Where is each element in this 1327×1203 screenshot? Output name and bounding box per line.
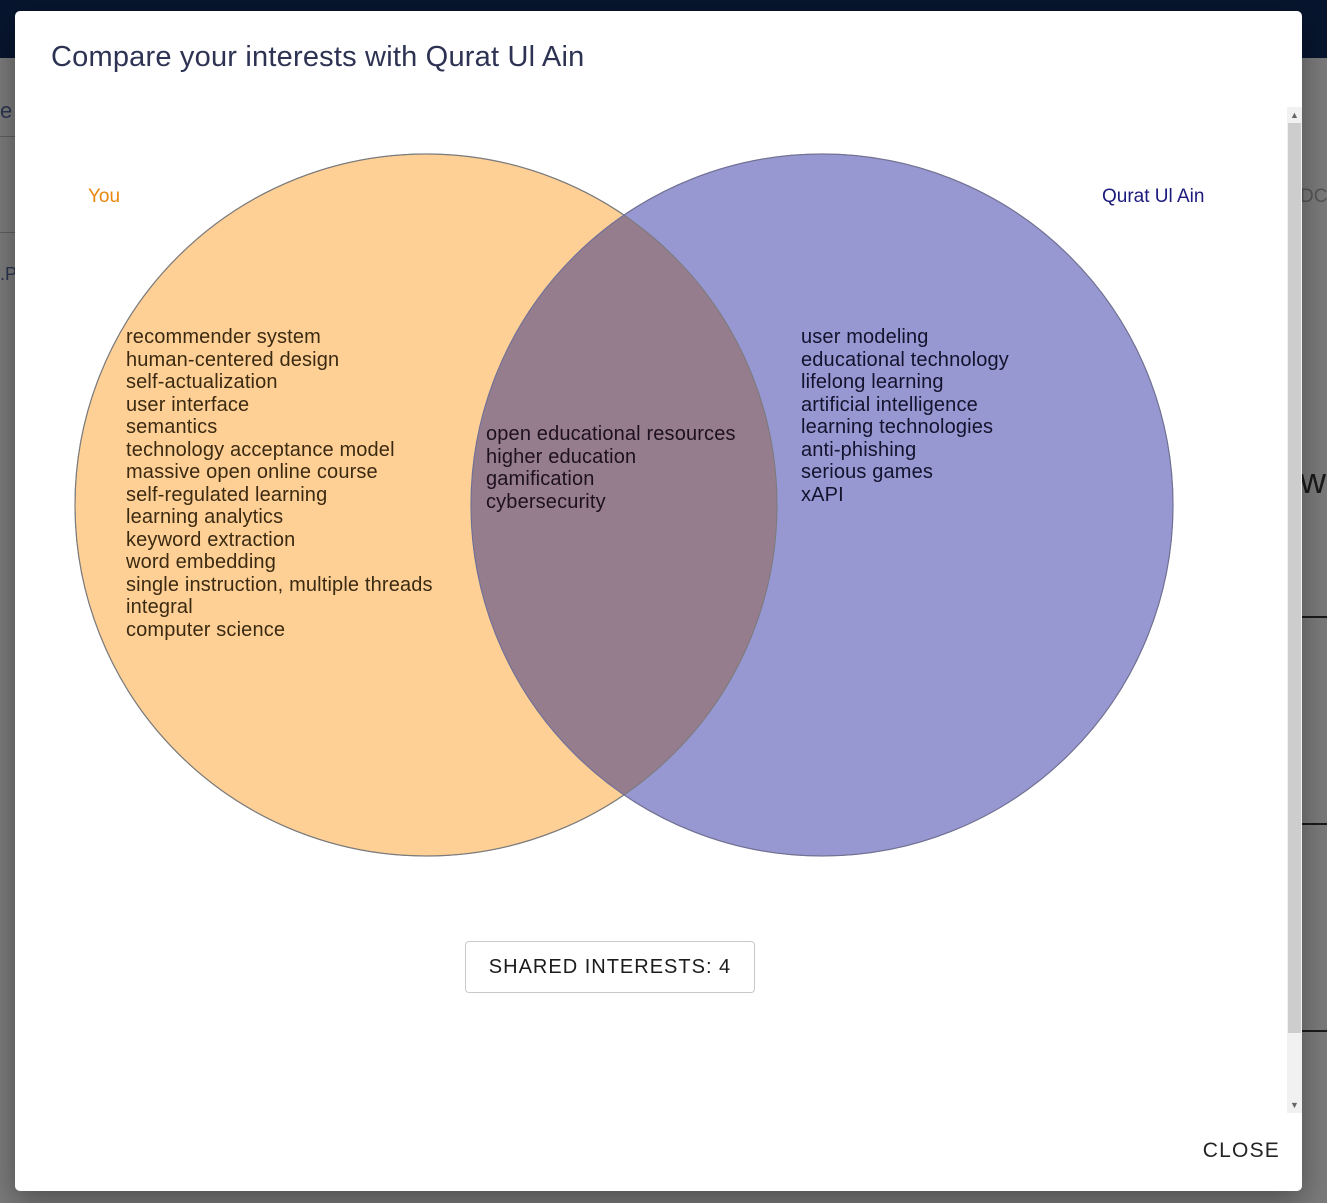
- background-text-fragment: e: [0, 98, 13, 123]
- background-text-fragment: wh: [1300, 460, 1327, 501]
- venn-label-you: You: [88, 186, 121, 207]
- close-button[interactable]: CLOSE: [1190, 1133, 1280, 1169]
- dialog-title: Compare your interests with Qurat Ul Ain: [51, 41, 585, 73]
- scroll-up-arrow-icon[interactable]: ▲: [1290, 110, 1299, 120]
- dialog-content: You Qurat Ul Ain recommender system human…: [15, 107, 1287, 1113]
- interest-term: self-regulated learning: [126, 483, 328, 506]
- interest-term: artificial intelligence: [801, 393, 978, 416]
- other-only-interests-list: user modeling educational technology lifel…: [801, 326, 1009, 506]
- venn-diagram: [74, 153, 1174, 857]
- venn-circle-other-outline: [470, 153, 1174, 857]
- interest-term: integral: [126, 596, 193, 618]
- shared-interests-list: open educational resources higher educati…: [486, 423, 736, 513]
- interest-term: single instruction, multiple threads: [126, 573, 433, 596]
- background-text-fragment: .P: [0, 264, 18, 284]
- interest-term: cybersecurity: [486, 490, 606, 513]
- background-divider: [1302, 1030, 1327, 1032]
- interest-term: computer science: [126, 618, 286, 641]
- interest-term: semantics: [126, 416, 218, 438]
- interest-term: higher education: [486, 445, 637, 468]
- venn-label-other: Qurat Ul Ain: [1102, 186, 1205, 207]
- interest-term: technology acceptance model: [126, 438, 395, 461]
- interest-term: lifelong learning: [801, 371, 944, 393]
- scrollbar-thumb[interactable]: [1288, 123, 1301, 1033]
- interest-term: massive open online course: [126, 461, 378, 483]
- background-divider: [1302, 823, 1327, 825]
- background-divider: [1302, 616, 1327, 618]
- venn-circle-you-outline: [74, 153, 778, 857]
- interest-term: xAPI: [801, 483, 844, 506]
- you-only-interests-list: recommender system human-centered design s…: [126, 326, 433, 641]
- venn-overlap-region: [471, 154, 777, 856]
- interest-term: recommender system: [126, 326, 321, 348]
- interest-term: self-actualization: [126, 371, 278, 393]
- compare-interests-dialog: Compare your interests with Qurat Ul Ain…: [15, 11, 1302, 1191]
- interest-term: open educational resources: [486, 423, 736, 445]
- interest-term: keyword extraction: [126, 528, 296, 551]
- interest-term: human-centered design: [126, 348, 340, 371]
- interest-term: serious games: [801, 461, 934, 483]
- interest-term: learning analytics: [126, 506, 284, 528]
- background-text-fragment: DC: [1300, 186, 1327, 207]
- interest-term: user modeling: [801, 326, 929, 348]
- interest-term: anti-phishing: [801, 438, 917, 461]
- scroll-down-arrow-icon[interactable]: ▼: [1290, 1100, 1299, 1110]
- background-divider: [0, 136, 16, 137]
- background-divider: [0, 232, 16, 233]
- shared-interests-button[interactable]: SHARED INTERESTS: 4: [465, 941, 755, 993]
- interest-term: word embedding: [126, 551, 276, 573]
- interest-term: user interface: [126, 393, 250, 416]
- dialog-scrollbar[interactable]: ▲ ▼: [1287, 107, 1302, 1113]
- interest-term: gamification: [486, 468, 595, 490]
- interest-term: educational technology: [801, 348, 1009, 371]
- interest-term: learning technologies: [801, 416, 994, 438]
